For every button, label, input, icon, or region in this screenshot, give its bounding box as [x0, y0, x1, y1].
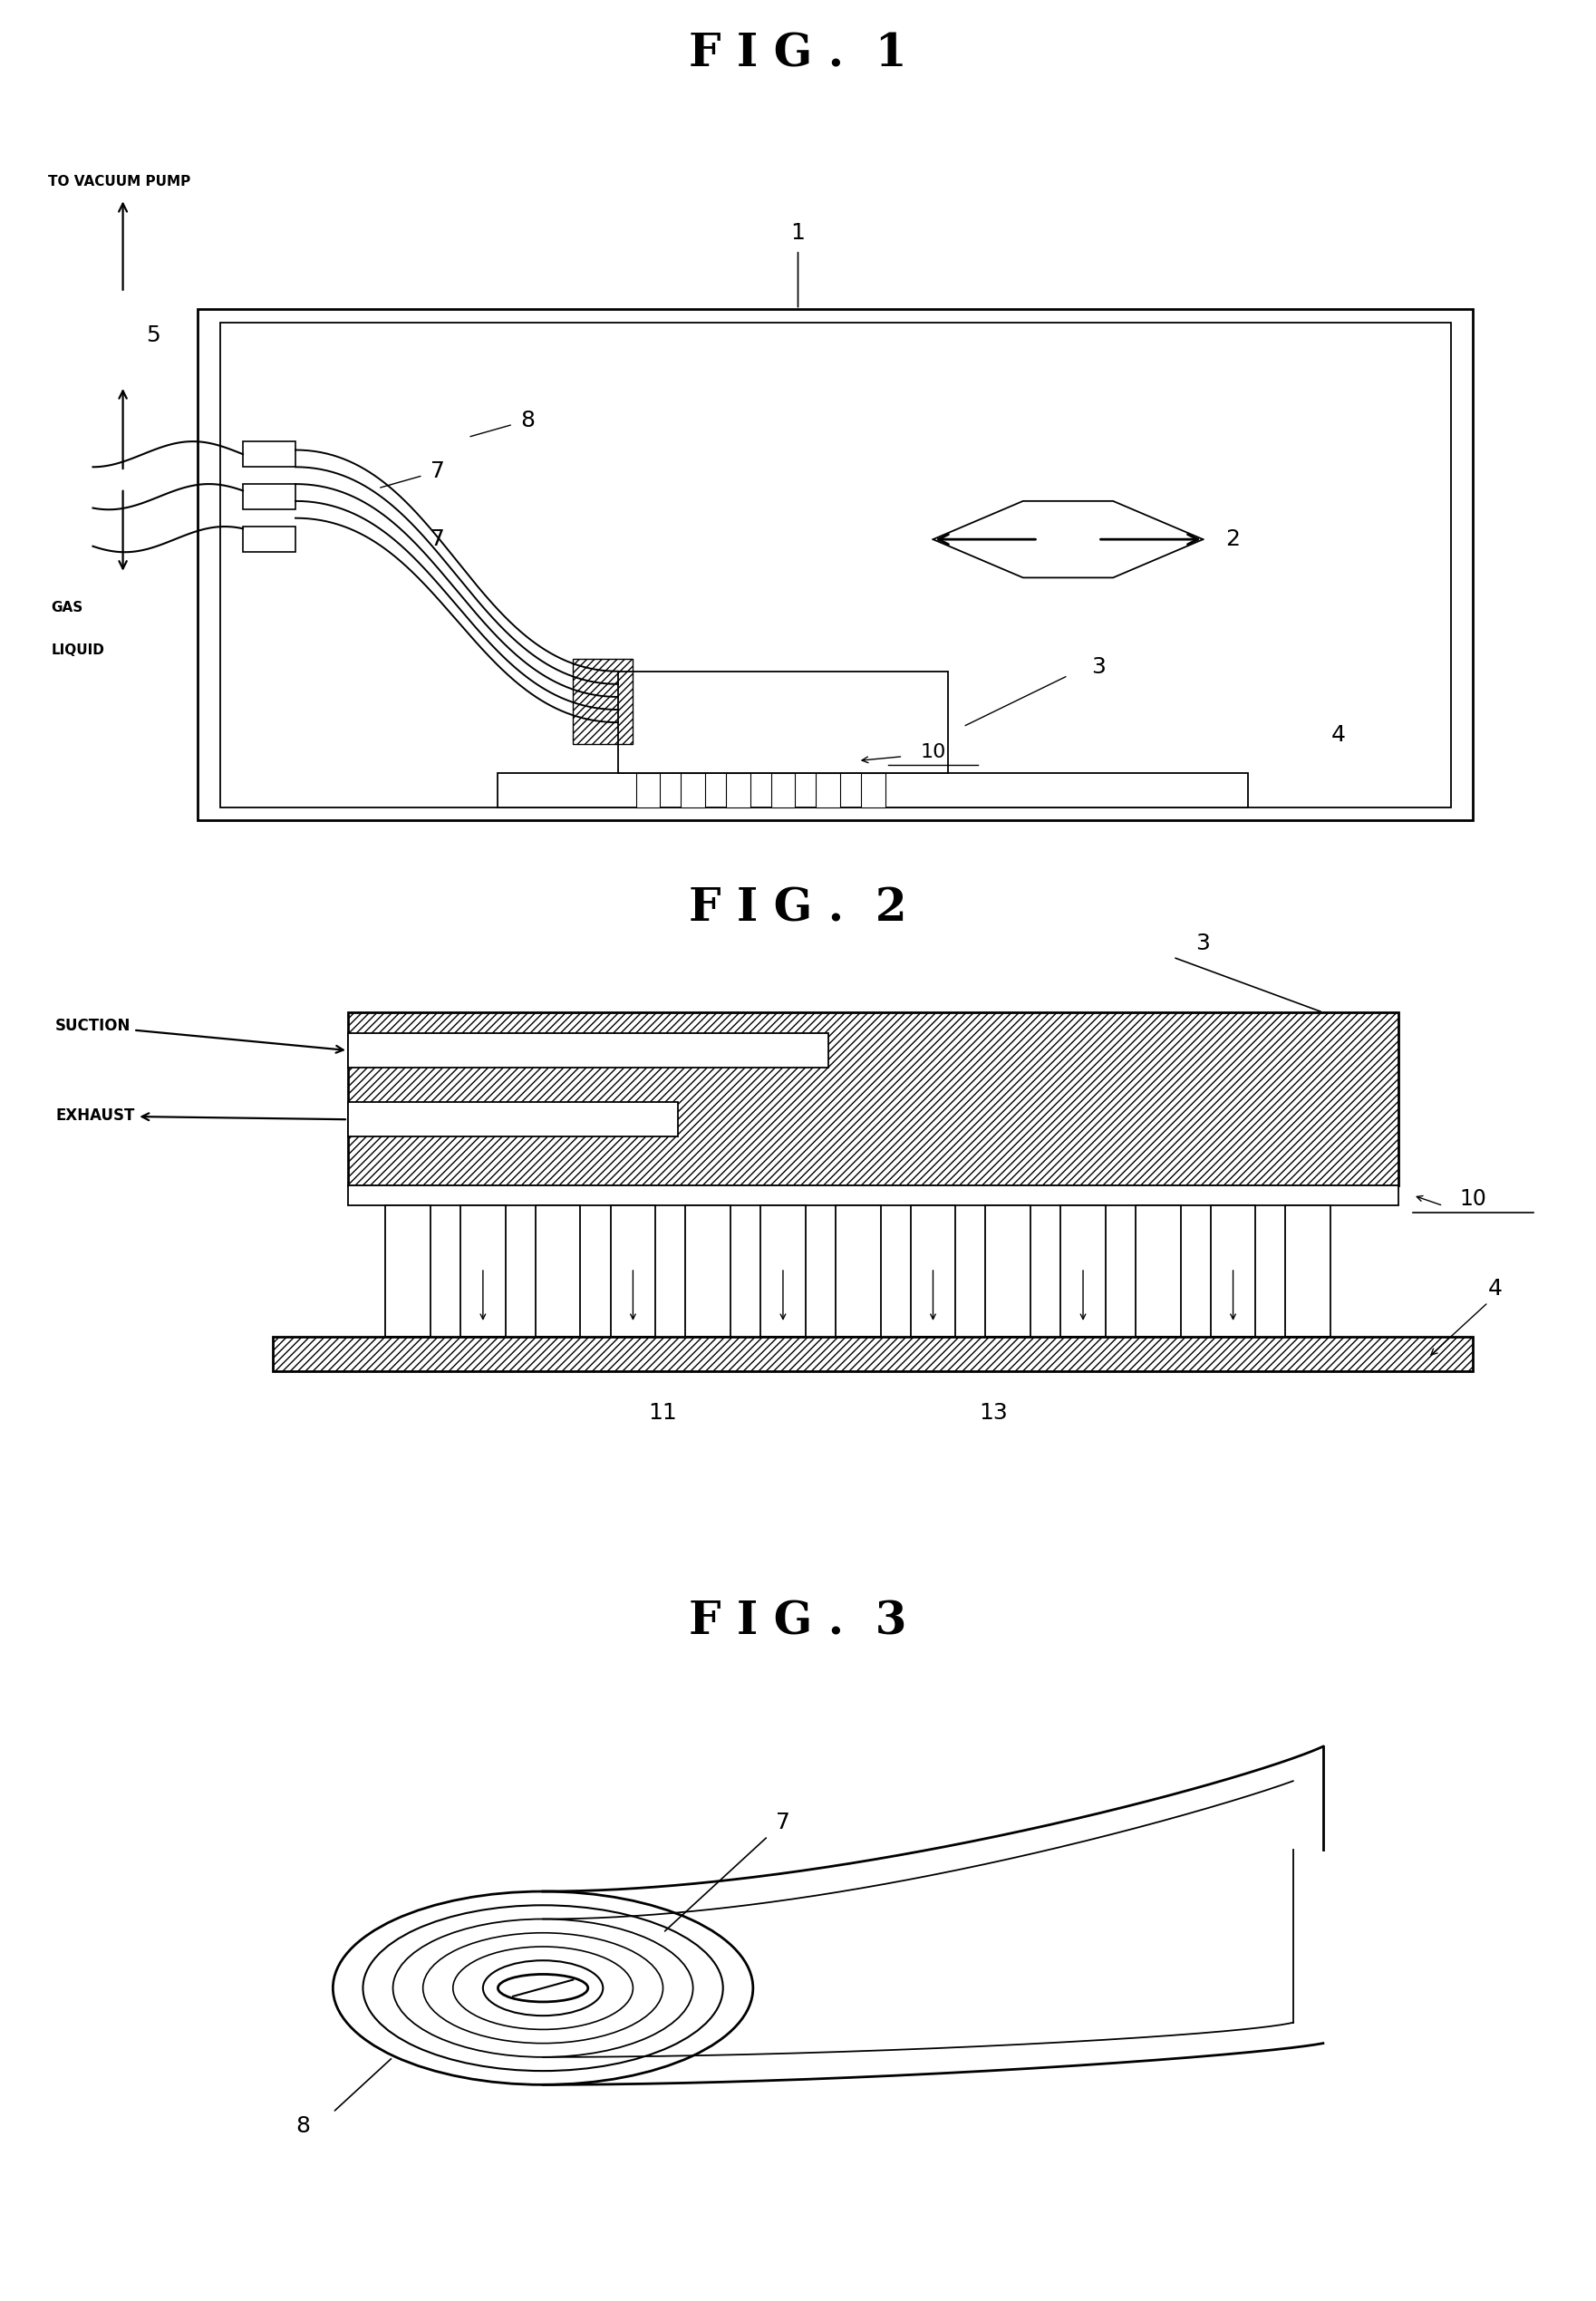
Text: EXHAUST: EXHAUST — [56, 1107, 345, 1125]
Text: 2: 2 — [1226, 529, 1240, 550]
Text: 3: 3 — [1195, 932, 1210, 955]
Bar — [726, 773, 750, 808]
Bar — [198, 311, 1473, 819]
Bar — [348, 1033, 828, 1068]
Text: GAS: GAS — [51, 601, 83, 614]
Bar — [1286, 1206, 1331, 1337]
Bar — [686, 1206, 731, 1337]
Bar — [348, 1185, 1398, 1206]
Bar — [1135, 1206, 1181, 1337]
Bar — [243, 527, 295, 552]
Text: 8: 8 — [295, 2115, 310, 2138]
Bar — [618, 672, 948, 773]
Bar — [761, 1206, 806, 1337]
Bar — [498, 773, 1248, 808]
Bar — [536, 1206, 581, 1337]
Text: F I G .  2: F I G . 2 — [689, 886, 907, 932]
Bar — [1210, 1206, 1256, 1337]
Bar — [610, 1206, 656, 1337]
Text: TO VACUUM PUMP: TO VACUUM PUMP — [48, 175, 190, 189]
Bar — [386, 1206, 431, 1337]
Text: 5: 5 — [145, 324, 160, 345]
Bar — [348, 1102, 678, 1137]
Bar — [243, 483, 295, 509]
Text: 8: 8 — [520, 410, 535, 430]
Bar — [220, 322, 1451, 808]
Text: F I G .  1: F I G . 1 — [689, 32, 907, 76]
Bar — [910, 1206, 956, 1337]
Bar — [573, 658, 634, 743]
Text: LIQUID: LIQUID — [51, 644, 104, 656]
Text: 10: 10 — [921, 743, 946, 762]
Bar — [243, 442, 295, 467]
Text: 7: 7 — [431, 460, 445, 483]
Bar — [460, 1206, 506, 1337]
Bar — [771, 773, 795, 808]
Bar — [348, 1012, 1398, 1185]
Ellipse shape — [498, 1974, 587, 2002]
Text: 4: 4 — [1487, 1277, 1502, 1300]
Text: 3: 3 — [1090, 656, 1106, 679]
Text: 4: 4 — [1331, 725, 1345, 746]
Text: 11: 11 — [648, 1401, 677, 1424]
Bar — [816, 773, 839, 808]
Text: 10: 10 — [1460, 1187, 1486, 1210]
Bar — [986, 1206, 1031, 1337]
Bar — [1060, 1206, 1106, 1337]
Text: 1: 1 — [790, 221, 806, 244]
Text: F I G .  3: F I G . 3 — [689, 1599, 907, 1645]
Bar — [635, 773, 661, 808]
Bar — [860, 773, 886, 808]
Text: SUCTION: SUCTION — [56, 1017, 343, 1054]
Bar — [681, 773, 705, 808]
Bar — [836, 1206, 881, 1337]
Text: 7: 7 — [776, 1811, 790, 1834]
Text: 7: 7 — [431, 529, 445, 550]
Text: 13: 13 — [978, 1401, 1007, 1424]
Bar — [273, 1337, 1473, 1371]
